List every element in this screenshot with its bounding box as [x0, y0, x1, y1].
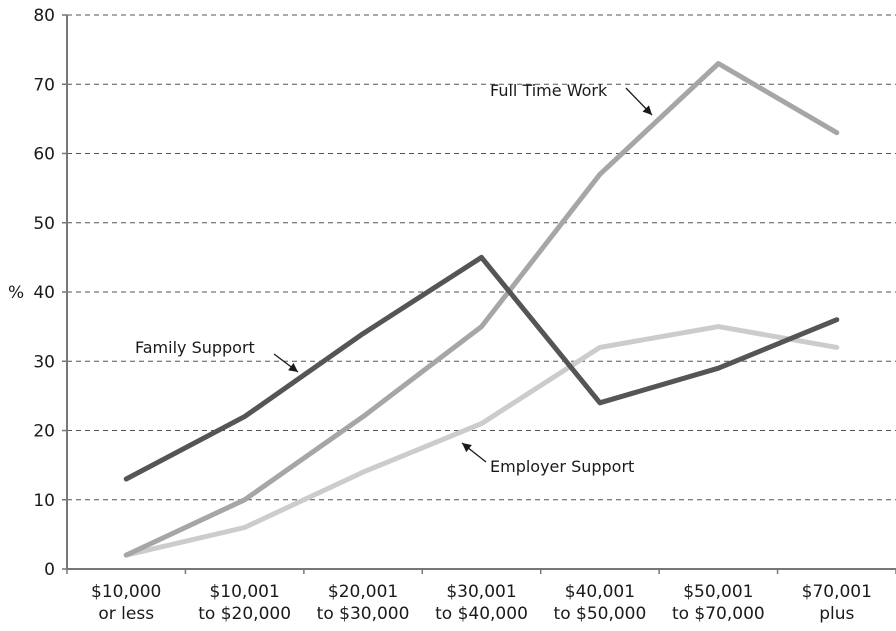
y-tick-label: 10 [33, 491, 55, 511]
x-tick-label: $10,001 to $20,000 [198, 582, 291, 624]
axes: 0 10 20 30 40 50 60 70 80% $10,000 or less $10,001 t… [8, 6, 896, 624]
annotation-arrow-employer-support [461, 442, 487, 463]
x-tick-label: $70,001 plus [802, 582, 872, 624]
y-tick-label: 20 [33, 422, 55, 442]
annotation-arrow-full-time-work [625, 87, 653, 116]
x-tick-label: $10,000 or less [91, 582, 161, 624]
y-tick-label: 40 [33, 283, 55, 303]
y-tick-label: 60 [33, 145, 55, 165]
series-line-full-time-work [123, 61, 840, 558]
y-tick-label: 50 [33, 214, 55, 234]
y-tick-label: 70 [33, 75, 55, 95]
series-line-employer-support [123, 324, 840, 558]
y-axis-label: % [8, 283, 24, 303]
annotation-arrow-family-support [273, 353, 299, 373]
x-tick-label: $50,001 to $70,000 [672, 582, 765, 624]
x-tick-label: $20,001 to $30,000 [317, 582, 410, 624]
annotations: Full Time Work Family Support Employer Sup… [135, 81, 653, 476]
series-line-family-support [123, 254, 840, 482]
annotation-label-full-time-work: Full Time Work [490, 81, 608, 100]
y-tick-label: 80 [33, 6, 55, 26]
series-lines [123, 61, 840, 558]
y-tick-label: 30 [33, 352, 55, 372]
annotation-label-family-support: Family Support [135, 338, 255, 357]
gridlines [67, 14, 896, 501]
y-tick-label: 0 [44, 560, 55, 580]
x-tick-label: $40,001 to $50,000 [554, 582, 647, 624]
x-tick-label: $30,001 to $40,000 [435, 582, 528, 624]
annotation-label-employer-support: Employer Support [490, 457, 634, 476]
